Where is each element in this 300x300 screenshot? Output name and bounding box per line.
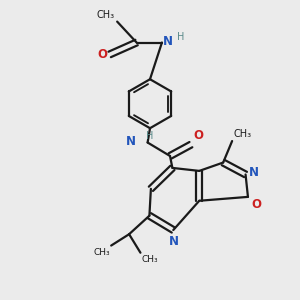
Text: N: N bbox=[163, 34, 173, 47]
Text: N: N bbox=[126, 134, 136, 148]
Text: O: O bbox=[97, 48, 107, 61]
Text: N: N bbox=[249, 167, 259, 179]
Text: H: H bbox=[146, 131, 154, 141]
Text: H: H bbox=[178, 32, 185, 42]
Text: CH₃: CH₃ bbox=[97, 10, 115, 20]
Text: N: N bbox=[169, 236, 179, 248]
Text: CH₃: CH₃ bbox=[93, 248, 110, 257]
Text: O: O bbox=[251, 198, 262, 212]
Text: O: O bbox=[193, 129, 203, 142]
Text: CH₃: CH₃ bbox=[234, 129, 252, 139]
Text: CH₃: CH₃ bbox=[142, 255, 159, 264]
